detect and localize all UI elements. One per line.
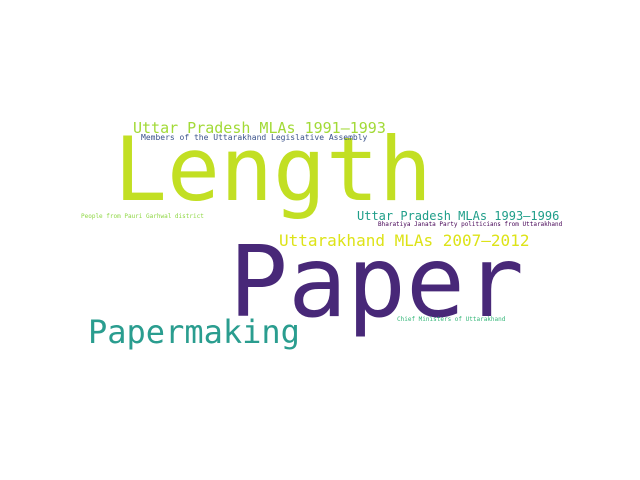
word-members-uttarakhand-legislative-assembly: Members of the Uttarakhand Legislative A… (141, 133, 368, 142)
word-uttarakhand-mlas-2007-2012: Uttarakhand MLAs 2007–2012 (279, 231, 530, 250)
word-bjp-politicians-uttarakhand: Bharatiya Janata Party politicians from … (378, 221, 563, 228)
word-length: Length (114, 118, 432, 221)
word-uttar-pradesh-mlas-1991-1993: Uttar Pradesh MLAs 1991–1993 (133, 119, 386, 137)
word-papermaking: Papermaking (88, 313, 300, 351)
word-chief-ministers-uttarakhand: Chief Ministers of Uttarakhand (397, 316, 506, 323)
word-people-pauri-garhwal: People from Pauri Garhwal district (81, 213, 204, 220)
word-uttar-pradesh-mlas-1993-1996: Uttar Pradesh MLAs 1993–1996 (357, 209, 560, 223)
word-paper: Paper (229, 226, 525, 340)
